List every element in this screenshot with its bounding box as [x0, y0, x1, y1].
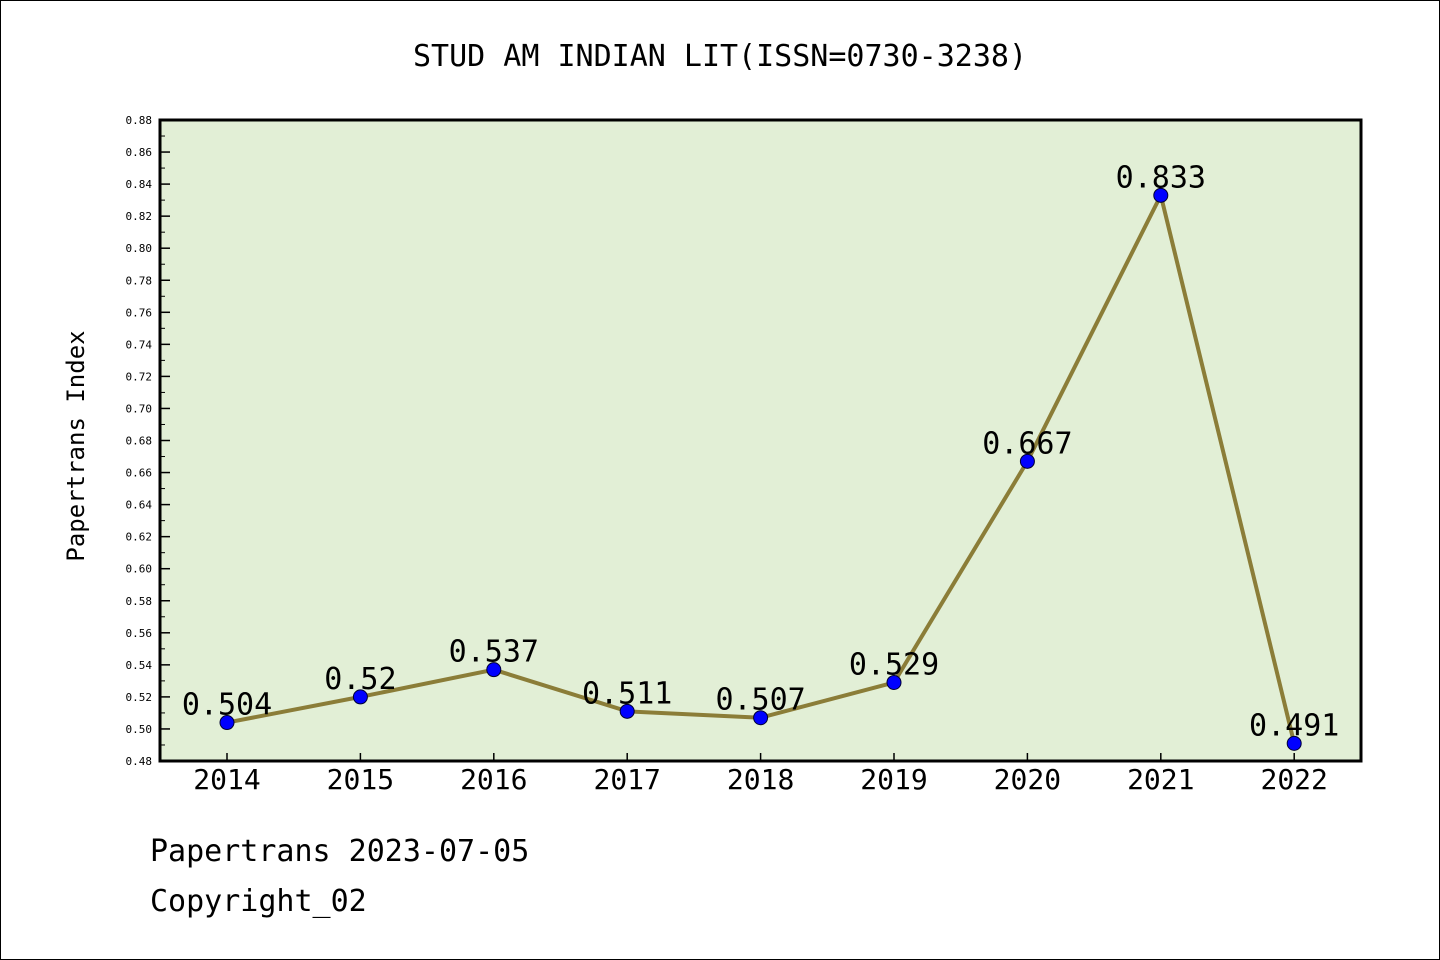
y-tick-label: 0.48: [126, 755, 153, 768]
data-point: [352, 689, 368, 705]
x-tick-label: 2016: [460, 763, 527, 796]
y-tick-label: 0.82: [126, 210, 153, 223]
data-label: 0.491: [1249, 708, 1339, 743]
y-axis-ticks: 0.48 0.50 0.52 0.54 0.56 0.58 0.60 0.62 0.64 0.66…: [126, 114, 170, 768]
y-tick-label: 0.60: [126, 563, 153, 576]
data-label: 0.537: [449, 635, 539, 670]
x-tick-label: 2021: [1127, 763, 1194, 796]
series-markers: [219, 187, 1302, 751]
y-tick-label: 0.84: [126, 178, 153, 191]
data-labels: 0.504 0.52 0.537 0.511 0.507 0.529 0.667 0.833 0…: [182, 160, 1340, 743]
y-tick-label: 0.52: [126, 691, 153, 704]
data-point: [1153, 187, 1169, 203]
data-label: 0.529: [849, 647, 939, 682]
y-tick-label: 0.72: [126, 370, 153, 383]
data-point: [753, 710, 769, 726]
x-tick-label: 2019: [860, 763, 927, 796]
x-tick-label: 2015: [327, 763, 394, 796]
x-axis-ticks: 2014 2015 2016 2017 2018 2019 2020 2021 2022: [193, 753, 1328, 796]
y-tick-label: 0.80: [126, 242, 153, 255]
y-tick-label: 0.86: [126, 146, 153, 159]
data-point: [1019, 453, 1035, 469]
plot-area: [158, 118, 1363, 763]
y-tick-label: 0.76: [126, 306, 153, 319]
y-tick-label: 0.54: [126, 659, 153, 672]
data-point: [219, 715, 235, 731]
x-tick-label: 2018: [727, 763, 794, 796]
footer-date: Papertrans 2023-07-05: [150, 834, 530, 869]
y-tick-label: 0.58: [126, 595, 153, 608]
data-label: 0.504: [182, 688, 272, 723]
data-label: 0.507: [715, 683, 805, 718]
footer-copyright: Copyright_02: [150, 884, 367, 919]
y-tick-label: 0.62: [126, 531, 153, 544]
data-point: [1286, 735, 1302, 751]
data-label: 0.511: [582, 676, 672, 711]
y-axis-label: Papertrans Index: [62, 330, 90, 561]
x-tick-label: 2017: [593, 763, 660, 796]
y-tick-label: 0.64: [126, 499, 153, 512]
y-tick-label: 0.78: [126, 274, 153, 287]
y-tick-label: 0.70: [126, 402, 153, 415]
x-tick-label: 2022: [1260, 763, 1327, 796]
data-label: 0.833: [1116, 160, 1206, 195]
data-label: 0.52: [324, 662, 396, 697]
data-point: [619, 703, 635, 719]
y-tick-label: 0.50: [126, 723, 153, 736]
y-tick-label: 0.74: [126, 338, 153, 351]
chart-title: STUD AM INDIAN LIT(ISSN=0730-3238): [413, 39, 1027, 74]
x-tick-label: 2014: [193, 763, 260, 796]
y-tick-label: 0.68: [126, 435, 153, 448]
x-tick-label: 2020: [994, 763, 1061, 796]
y-tick-label: 0.56: [126, 627, 153, 640]
data-label: 0.667: [982, 426, 1072, 461]
y-tick-label: 0.66: [126, 467, 153, 480]
data-point: [486, 662, 502, 678]
data-point: [886, 674, 902, 690]
y-tick-label: 0.88: [126, 114, 153, 127]
